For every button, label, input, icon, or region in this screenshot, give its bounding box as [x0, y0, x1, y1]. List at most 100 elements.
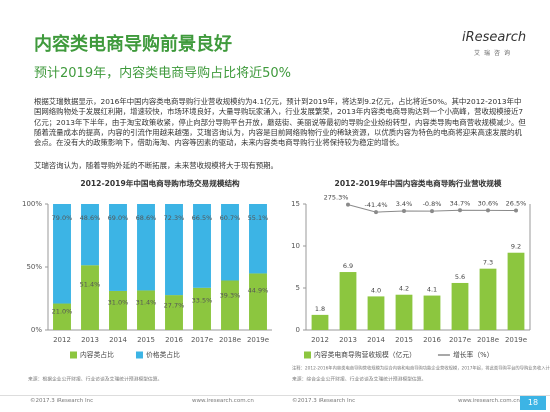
bar-segment: [81, 265, 99, 330]
bar-segment: [165, 295, 183, 330]
value-label: 5.6: [455, 273, 465, 281]
logo: iResearch: [462, 30, 527, 45]
bar: [395, 294, 413, 330]
subtitle: 预计2019年，内容类电商导购占比将近50%: [34, 66, 291, 81]
x-tick-label: 2012: [311, 336, 329, 344]
x-tick-label: 2019e: [505, 336, 527, 344]
y-tick-label: 10: [291, 242, 300, 250]
y-tick-label: 0: [296, 326, 300, 334]
x-tick-label: 2017e: [449, 336, 471, 344]
x-tick-label: 2014: [367, 336, 385, 344]
x-tick-label: 2015: [395, 336, 413, 344]
value-label: 7.3: [483, 259, 493, 267]
value-label: 69.0%: [108, 214, 129, 222]
x-tick-label: 2015: [137, 336, 155, 344]
bar: [507, 252, 525, 330]
y-tick-label: 15: [291, 200, 300, 208]
bar: [451, 282, 469, 330]
value-label: 3.4%: [396, 200, 413, 208]
y-tick-label: 50%: [26, 263, 42, 271]
value-label: 48.6%: [80, 214, 101, 222]
value-label: 68.6%: [136, 214, 157, 222]
title: 内容类电商导购前景良好: [34, 34, 232, 55]
x-tick-label: 2013: [81, 336, 99, 344]
x-tick-label: 2012: [53, 336, 71, 344]
legend-swatch: [304, 351, 311, 359]
value-label: 26.5%: [506, 200, 527, 208]
copyright: ©2017.3 iResearch Inc: [292, 398, 356, 404]
value-label: 4.0: [371, 286, 381, 294]
legend-swatch: [135, 351, 143, 359]
bar: [423, 295, 441, 330]
source: 来源：根据企业公开财报、行业访谈及艾瑞统计预测模型估算。: [28, 376, 162, 383]
value-label: 34.7%: [450, 199, 471, 207]
chart-title: 2012-2019年中国内容类电商导购行业营收规模: [335, 178, 502, 188]
chart-right: 2012-2019年中国内容类电商导购行业营收规模 0 5 10 15 2012 2013 2…: [291, 178, 550, 383]
value-label: 6.9: [343, 262, 353, 270]
value-label: 31.0%: [108, 299, 129, 307]
bar: [367, 296, 385, 330]
value-label: 1.8: [315, 305, 325, 313]
source: 来源：综合企业公开财报、行业访谈及艾瑞统计预测模型估算。: [292, 376, 426, 383]
bar: [339, 272, 357, 330]
note: 注释：2012-2016年内容类电商导购营收规模为综合内容和电商导购功能企业营收…: [292, 365, 550, 372]
value-label: -41.4%: [365, 201, 388, 209]
bar-segment: [165, 204, 183, 296]
bar-segment: [221, 280, 239, 330]
url: www.iresearch.com.cn: [458, 398, 520, 404]
legend-label: 价格类占比: [146, 350, 180, 359]
value-label: 21.0%: [52, 307, 73, 315]
bar-segment: [193, 204, 211, 288]
bar-segment: [53, 303, 71, 330]
value-label: 33.5%: [192, 296, 213, 304]
conclusion: 艾瑞咨询认为，随着导购外延的不断拓展，未来营收规模将大于现有预期。: [34, 161, 278, 170]
value-label: 79.0%: [52, 214, 73, 222]
value-label: 4.1: [427, 286, 437, 294]
bar-segment: [249, 204, 267, 274]
footer-rule: [0, 395, 550, 396]
x-tick-label: 2017e: [191, 336, 213, 344]
line-marker: [430, 209, 434, 214]
bar-segment: [249, 273, 267, 330]
bar-segment: [109, 204, 127, 291]
value-label: 66.5%: [192, 214, 213, 222]
bar: [479, 268, 497, 330]
logo-sub: 艾瑞咨询: [474, 50, 515, 57]
paragraph: 根据艾瑞数据显示，2016年中国内容类电商导购行业营收规模约为4.1亿元，预计到…: [34, 97, 526, 148]
value-label: 51.4%: [80, 281, 101, 289]
line-marker: [486, 208, 490, 213]
chart-left: 2012-2019年中国电商导购市场交易规模结构 0% 50% 100% 2012 201…: [22, 178, 272, 383]
line-marker: [458, 208, 462, 213]
x-tick-label: 2018e: [219, 336, 241, 344]
bar-segment: [137, 290, 155, 330]
line-marker: [514, 208, 518, 213]
bar-segment: [109, 290, 127, 330]
line-marker: [346, 202, 350, 207]
copyright: ©2017.3 iResearch Inc: [30, 398, 94, 404]
value-label: 39.3%: [220, 291, 241, 299]
line-marker: [374, 210, 378, 215]
bar-segment: [221, 204, 239, 281]
x-tick-label: 2016: [165, 336, 183, 344]
bar-segment: [193, 287, 211, 330]
chart-title: 2012-2019年中国电商导购市场交易规模结构: [80, 178, 240, 188]
y-tick-label: 5: [296, 284, 300, 292]
line-marker: [402, 209, 406, 214]
url: www.iresearch.com.cn: [192, 398, 254, 404]
bar-segment: [137, 204, 155, 291]
bar: [311, 314, 329, 330]
value-label: 44.9%: [248, 286, 269, 294]
legend-label: 增长率（%）: [453, 350, 493, 359]
bar-segment: [81, 204, 99, 266]
legend-swatch: [70, 351, 77, 359]
legend-label: 内容类占比: [80, 350, 114, 359]
value-label: 27.7%: [164, 302, 185, 310]
x-tick-label: 2018e: [477, 336, 499, 344]
legend-label: 内容类电商导购营收规模（亿元）: [314, 350, 416, 359]
y-tick-label: 100%: [22, 200, 42, 208]
value-label: 55.1%: [248, 214, 269, 222]
x-tick-label: 2014: [109, 336, 127, 344]
y-tick-label: 0%: [31, 326, 42, 334]
value-label: 275.3%: [324, 194, 349, 202]
x-tick-label: 2016: [423, 336, 441, 344]
